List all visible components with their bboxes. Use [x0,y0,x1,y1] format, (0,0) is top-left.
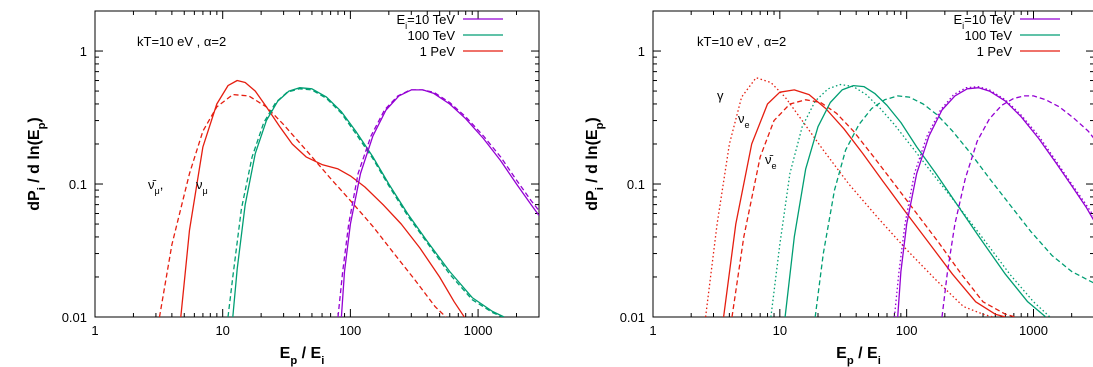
x-tick-label: 1000 [1019,323,1048,338]
series-line-100-tev-nubar_e [814,95,1093,317]
particle-annotation: νe [738,111,750,130]
y-axis-label: dPi / d ln(Ep) [26,117,48,211]
series-line-10-tev-nubar_mu [337,89,539,317]
x-tick-label: 1 [649,323,656,338]
legend-label: Ei=10 TeV [396,12,455,31]
series-line-100-tev-nu_e [784,84,1047,317]
series-line-1-pev-gamma [704,77,994,317]
params-annotation: kT=10 eV , α=2 [697,34,786,49]
series-line-100-tev-nu_mu [232,87,505,317]
series-line-1-pev-nu_mu [180,79,465,317]
series-line-1-pev-nu_e [722,89,1006,317]
x-tick-label: 10 [215,323,229,338]
particle-annotation: γ [717,88,724,103]
chart-panel-1: 1 10 100 1000 0.01 0.1 1 Ep / Ei dPi / d ln(Ep) k… [26,10,540,367]
series-group [704,77,1093,317]
y-axis-label: dPi / d ln(Ep) [584,117,606,211]
legend-label: 100 TeV [408,28,456,43]
legend-label: 1 PeV [977,44,1013,59]
series-line-10-tev-gamma [893,85,1093,317]
y-tick-label: 0.01 [620,310,645,325]
series-group [158,79,539,317]
x-tick-label: 100 [340,323,362,338]
particle-annotation: ν̄e [765,152,777,171]
plot-frame [652,10,1093,318]
y-tick-label: 0.1 [627,177,645,192]
y-tick-label: 0.01 [62,310,87,325]
y-tick-label: 1 [638,44,645,59]
chart-panel-2: 1 10 100 1000 0.01 0.1 1 Ep / Ei dPi / d ln(Ep) k… [584,10,1093,367]
legend-label: 1 PeV [420,44,456,59]
x-axis-label: Ep / Ei [280,345,325,367]
series-line-10-tev-nu_e [897,87,1093,317]
y-tick-label: 0.1 [69,177,87,192]
series-line-100-tev-gamma [770,83,1051,317]
x-tick-label: 1 [91,323,98,338]
legend-label: Ei=10 TeV [953,12,1012,31]
y-tick-label: 1 [80,44,87,59]
series-line-100-tev-nubar_mu [227,88,503,317]
series-line-10-tev-nu_mu [340,89,539,317]
plot-frame [94,10,540,318]
series-line-1-pev-nubar_mu [158,93,447,317]
x-tick-label: 100 [896,323,918,338]
x-tick-label: 1000 [464,323,493,338]
x-axis-label: Ep / Ei [836,345,881,367]
params-annotation: kT=10 eV , α=2 [137,34,226,49]
y-axis-label-group: dPi / d ln(Ep) [26,117,48,211]
particle-annotation: ν̄μ, [148,177,163,196]
y-axis-label-group: dPi / d ln(Ep) [584,117,606,211]
legend-label: 100 TeV [965,28,1013,43]
series-line-1-pev-nubar_e [731,99,1016,317]
x-tick-label: 10 [773,323,787,338]
series-line-10-tev-nubar_e [941,95,1093,317]
particle-annotation: νμ [196,177,208,196]
